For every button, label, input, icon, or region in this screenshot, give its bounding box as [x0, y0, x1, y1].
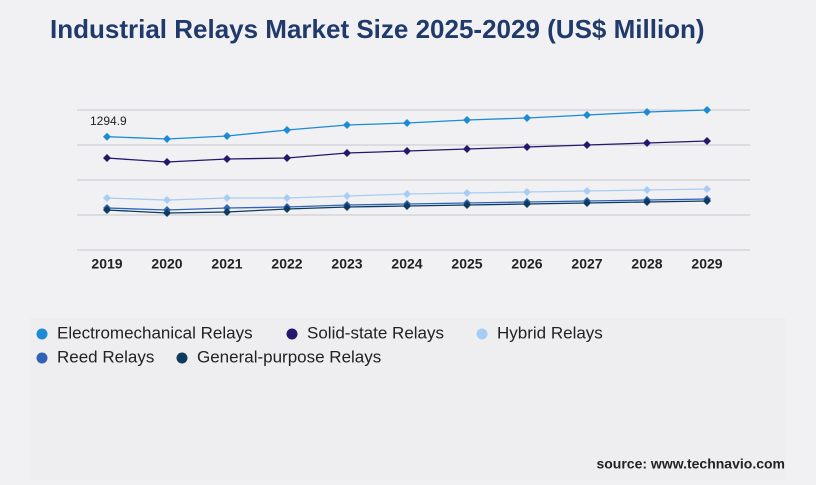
data-point [163, 196, 171, 205]
legend-marker [36, 328, 48, 340]
data-point [223, 208, 231, 217]
x-tick-label: 2023 [331, 256, 362, 272]
data-point [523, 187, 531, 196]
data-point [343, 148, 351, 157]
data-point [463, 115, 471, 124]
data-point [583, 141, 591, 149]
chart-title: Industrial Relays Market Size 2025-2029 … [50, 14, 705, 44]
data-point [463, 189, 471, 198]
legend-marker [286, 328, 298, 340]
data-point [583, 199, 591, 208]
x-tick-label: 2024 [391, 256, 422, 272]
data-point [103, 206, 111, 215]
data-point [403, 190, 411, 198]
data-point [223, 131, 231, 140]
data-point [703, 106, 711, 114]
data-point [463, 201, 471, 210]
legend-marker [476, 328, 488, 340]
data-point [103, 154, 111, 163]
data-point [703, 185, 711, 194]
legend-panel [30, 318, 786, 480]
legend-label: Hybrid Relays [497, 323, 603, 342]
data-point [703, 136, 711, 145]
data-point [403, 119, 411, 128]
data-point [403, 201, 411, 210]
x-tick-label: 2019 [91, 256, 122, 272]
x-tick-label: 2027 [571, 256, 602, 272]
data-point [103, 132, 111, 141]
legend-marker [36, 352, 48, 364]
data-point [283, 126, 291, 135]
data-point [283, 154, 291, 163]
data-point [283, 204, 291, 213]
data-point [643, 197, 651, 206]
data-point [223, 194, 231, 203]
source: source: www.technavio.com [596, 456, 785, 472]
data-point [523, 143, 531, 152]
data-point [703, 197, 711, 205]
data-point [163, 134, 171, 143]
data-point [643, 108, 651, 117]
data-point [403, 147, 411, 156]
x-tick-label: 2025 [451, 256, 482, 272]
data-point [103, 194, 111, 203]
data-point [523, 113, 531, 122]
data-point [343, 120, 351, 129]
data-point [343, 203, 351, 212]
data-point [583, 110, 591, 119]
legend-label: Solid-state Relays [307, 323, 444, 342]
legend-label: General-purpose Relays [197, 347, 381, 366]
data-label: 1294.9 [90, 114, 127, 128]
x-tick-label: 2028 [631, 256, 662, 272]
x-tick-label: 2026 [511, 256, 542, 272]
data-point [523, 199, 531, 208]
data-point [643, 138, 651, 147]
x-tick-label: 2020 [151, 256, 182, 272]
data-point [463, 145, 471, 154]
data-point [223, 204, 231, 212]
legend-label: Electromechanical Relays [57, 323, 253, 342]
data-point [223, 155, 231, 163]
data-point [163, 157, 171, 166]
data-point [583, 187, 591, 196]
x-tick-label: 2029 [691, 256, 722, 272]
x-tick-label: 2021 [211, 256, 242, 272]
data-point [643, 185, 651, 194]
data-point [163, 208, 171, 217]
data-point [283, 194, 291, 203]
legend-marker [176, 352, 188, 364]
legend-label: Reed Relays [57, 347, 154, 366]
data-point [343, 192, 351, 201]
x-tick-label: 2022 [271, 256, 302, 272]
